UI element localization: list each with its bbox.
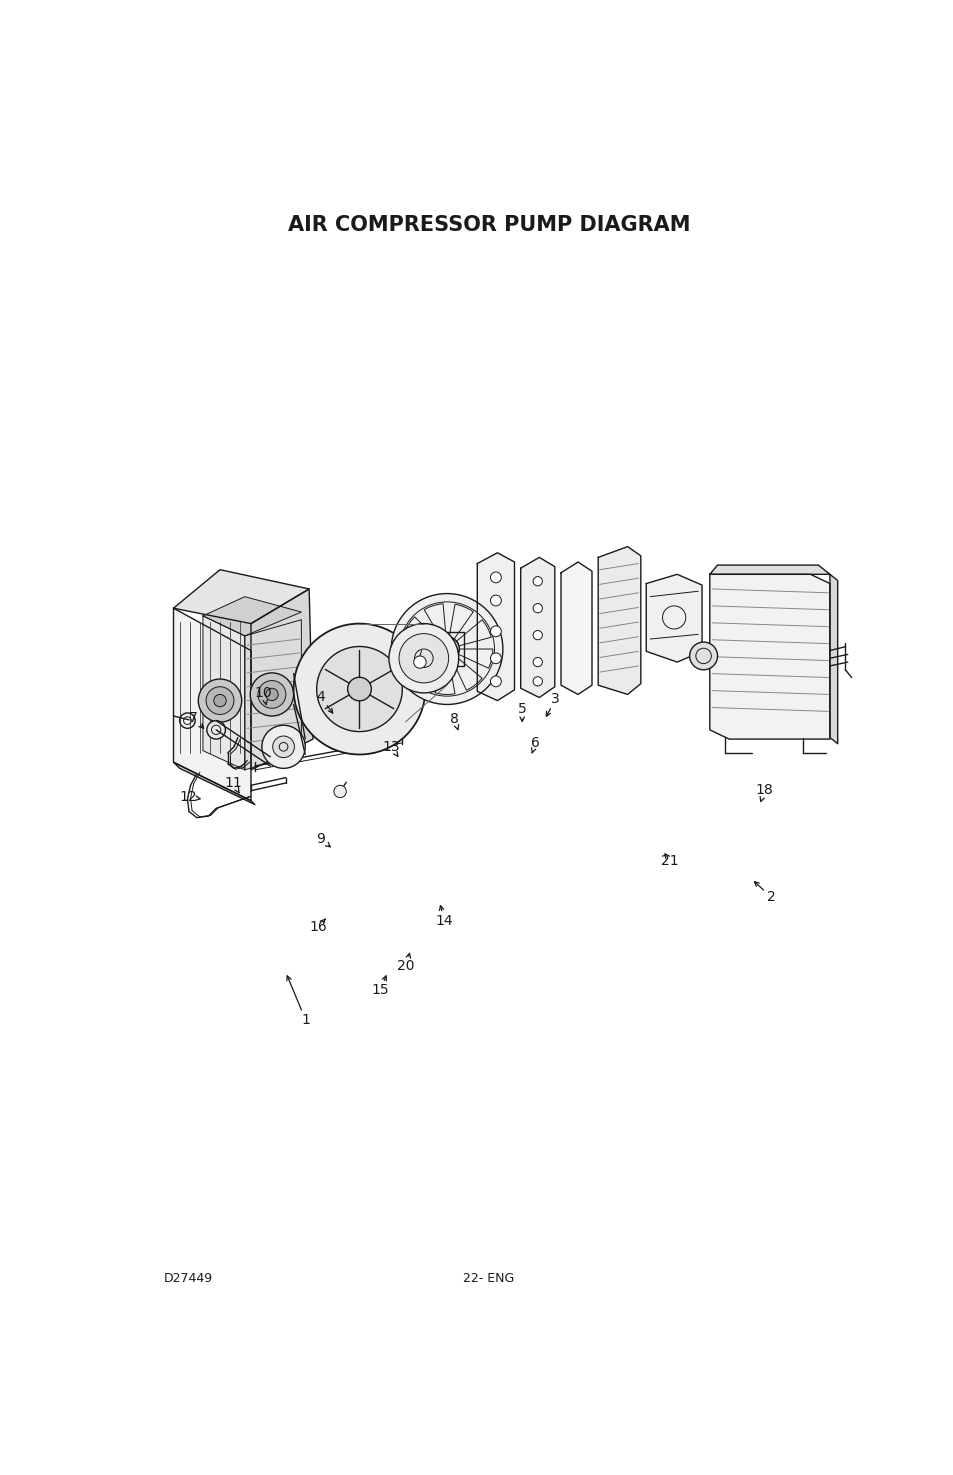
Polygon shape	[203, 597, 301, 636]
Circle shape	[266, 689, 278, 701]
Circle shape	[533, 677, 542, 686]
Polygon shape	[430, 633, 464, 665]
Text: 2: 2	[766, 889, 775, 904]
Circle shape	[207, 721, 225, 739]
Text: 12: 12	[180, 791, 197, 804]
Circle shape	[414, 656, 426, 668]
Polygon shape	[449, 605, 473, 639]
Polygon shape	[173, 569, 309, 624]
Circle shape	[316, 646, 402, 732]
Polygon shape	[251, 589, 313, 770]
Text: 14: 14	[436, 914, 453, 928]
Circle shape	[490, 594, 500, 606]
Circle shape	[533, 577, 542, 586]
Text: 22- ENG: 22- ENG	[463, 1271, 514, 1285]
Circle shape	[490, 572, 500, 583]
Circle shape	[533, 658, 542, 667]
Polygon shape	[203, 617, 245, 770]
Polygon shape	[598, 547, 640, 695]
Text: 15: 15	[371, 984, 389, 997]
Circle shape	[273, 736, 294, 758]
Text: 21: 21	[660, 854, 679, 867]
Polygon shape	[409, 656, 440, 689]
Circle shape	[389, 624, 458, 693]
Text: D27449: D27449	[164, 1271, 213, 1285]
Polygon shape	[452, 656, 481, 690]
Text: 7: 7	[189, 711, 197, 724]
Circle shape	[261, 726, 305, 768]
Text: 9: 9	[315, 832, 324, 847]
Polygon shape	[829, 574, 837, 743]
Text: 1: 1	[301, 1013, 310, 1027]
Circle shape	[213, 695, 226, 707]
Text: 18: 18	[755, 783, 773, 798]
Circle shape	[490, 625, 500, 637]
Circle shape	[334, 785, 346, 798]
Circle shape	[250, 673, 294, 715]
Text: 4: 4	[316, 690, 325, 704]
Circle shape	[490, 676, 500, 687]
Circle shape	[398, 634, 448, 683]
Circle shape	[435, 637, 459, 661]
Text: 5: 5	[517, 702, 526, 715]
Polygon shape	[456, 620, 491, 646]
Circle shape	[347, 677, 371, 701]
Polygon shape	[560, 562, 592, 695]
Polygon shape	[709, 565, 829, 574]
Circle shape	[257, 680, 286, 708]
Text: 11: 11	[224, 776, 242, 791]
Polygon shape	[645, 574, 701, 662]
Polygon shape	[401, 645, 436, 665]
Circle shape	[490, 653, 500, 664]
Circle shape	[437, 640, 456, 658]
Polygon shape	[424, 603, 446, 639]
Text: AIR COMPRESSOR PUMP DIAGRAM: AIR COMPRESSOR PUMP DIAGRAM	[288, 215, 689, 235]
Polygon shape	[476, 553, 514, 701]
Polygon shape	[457, 649, 493, 668]
Polygon shape	[404, 617, 438, 645]
Circle shape	[689, 642, 717, 670]
Circle shape	[533, 630, 542, 640]
Polygon shape	[435, 661, 455, 695]
Circle shape	[198, 678, 241, 723]
Text: 3: 3	[551, 692, 559, 707]
Polygon shape	[173, 608, 251, 801]
Polygon shape	[520, 558, 555, 698]
Text: 8: 8	[449, 712, 458, 726]
Circle shape	[391, 593, 502, 705]
Text: 6: 6	[531, 736, 539, 749]
Polygon shape	[709, 574, 829, 739]
Text: 10: 10	[254, 686, 272, 699]
Polygon shape	[245, 620, 301, 770]
Circle shape	[533, 603, 542, 612]
Text: 20: 20	[397, 959, 415, 974]
Polygon shape	[173, 763, 254, 804]
Text: 16: 16	[309, 919, 327, 934]
Circle shape	[206, 687, 233, 714]
Text: 13: 13	[382, 740, 399, 754]
Circle shape	[294, 624, 425, 755]
